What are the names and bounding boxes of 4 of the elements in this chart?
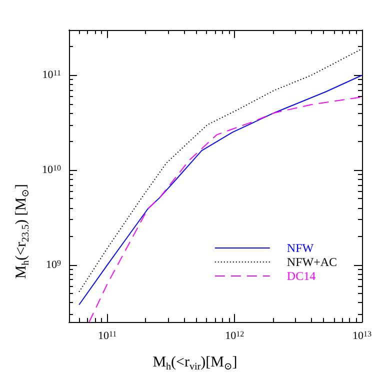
legend-label: NFW [286, 241, 314, 255]
legend-label: NFW+AC [286, 255, 338, 269]
legend-label: DC14 [286, 269, 316, 283]
y-axis-title: Mh(<r23.5) [M⊙] [14, 184, 32, 279]
